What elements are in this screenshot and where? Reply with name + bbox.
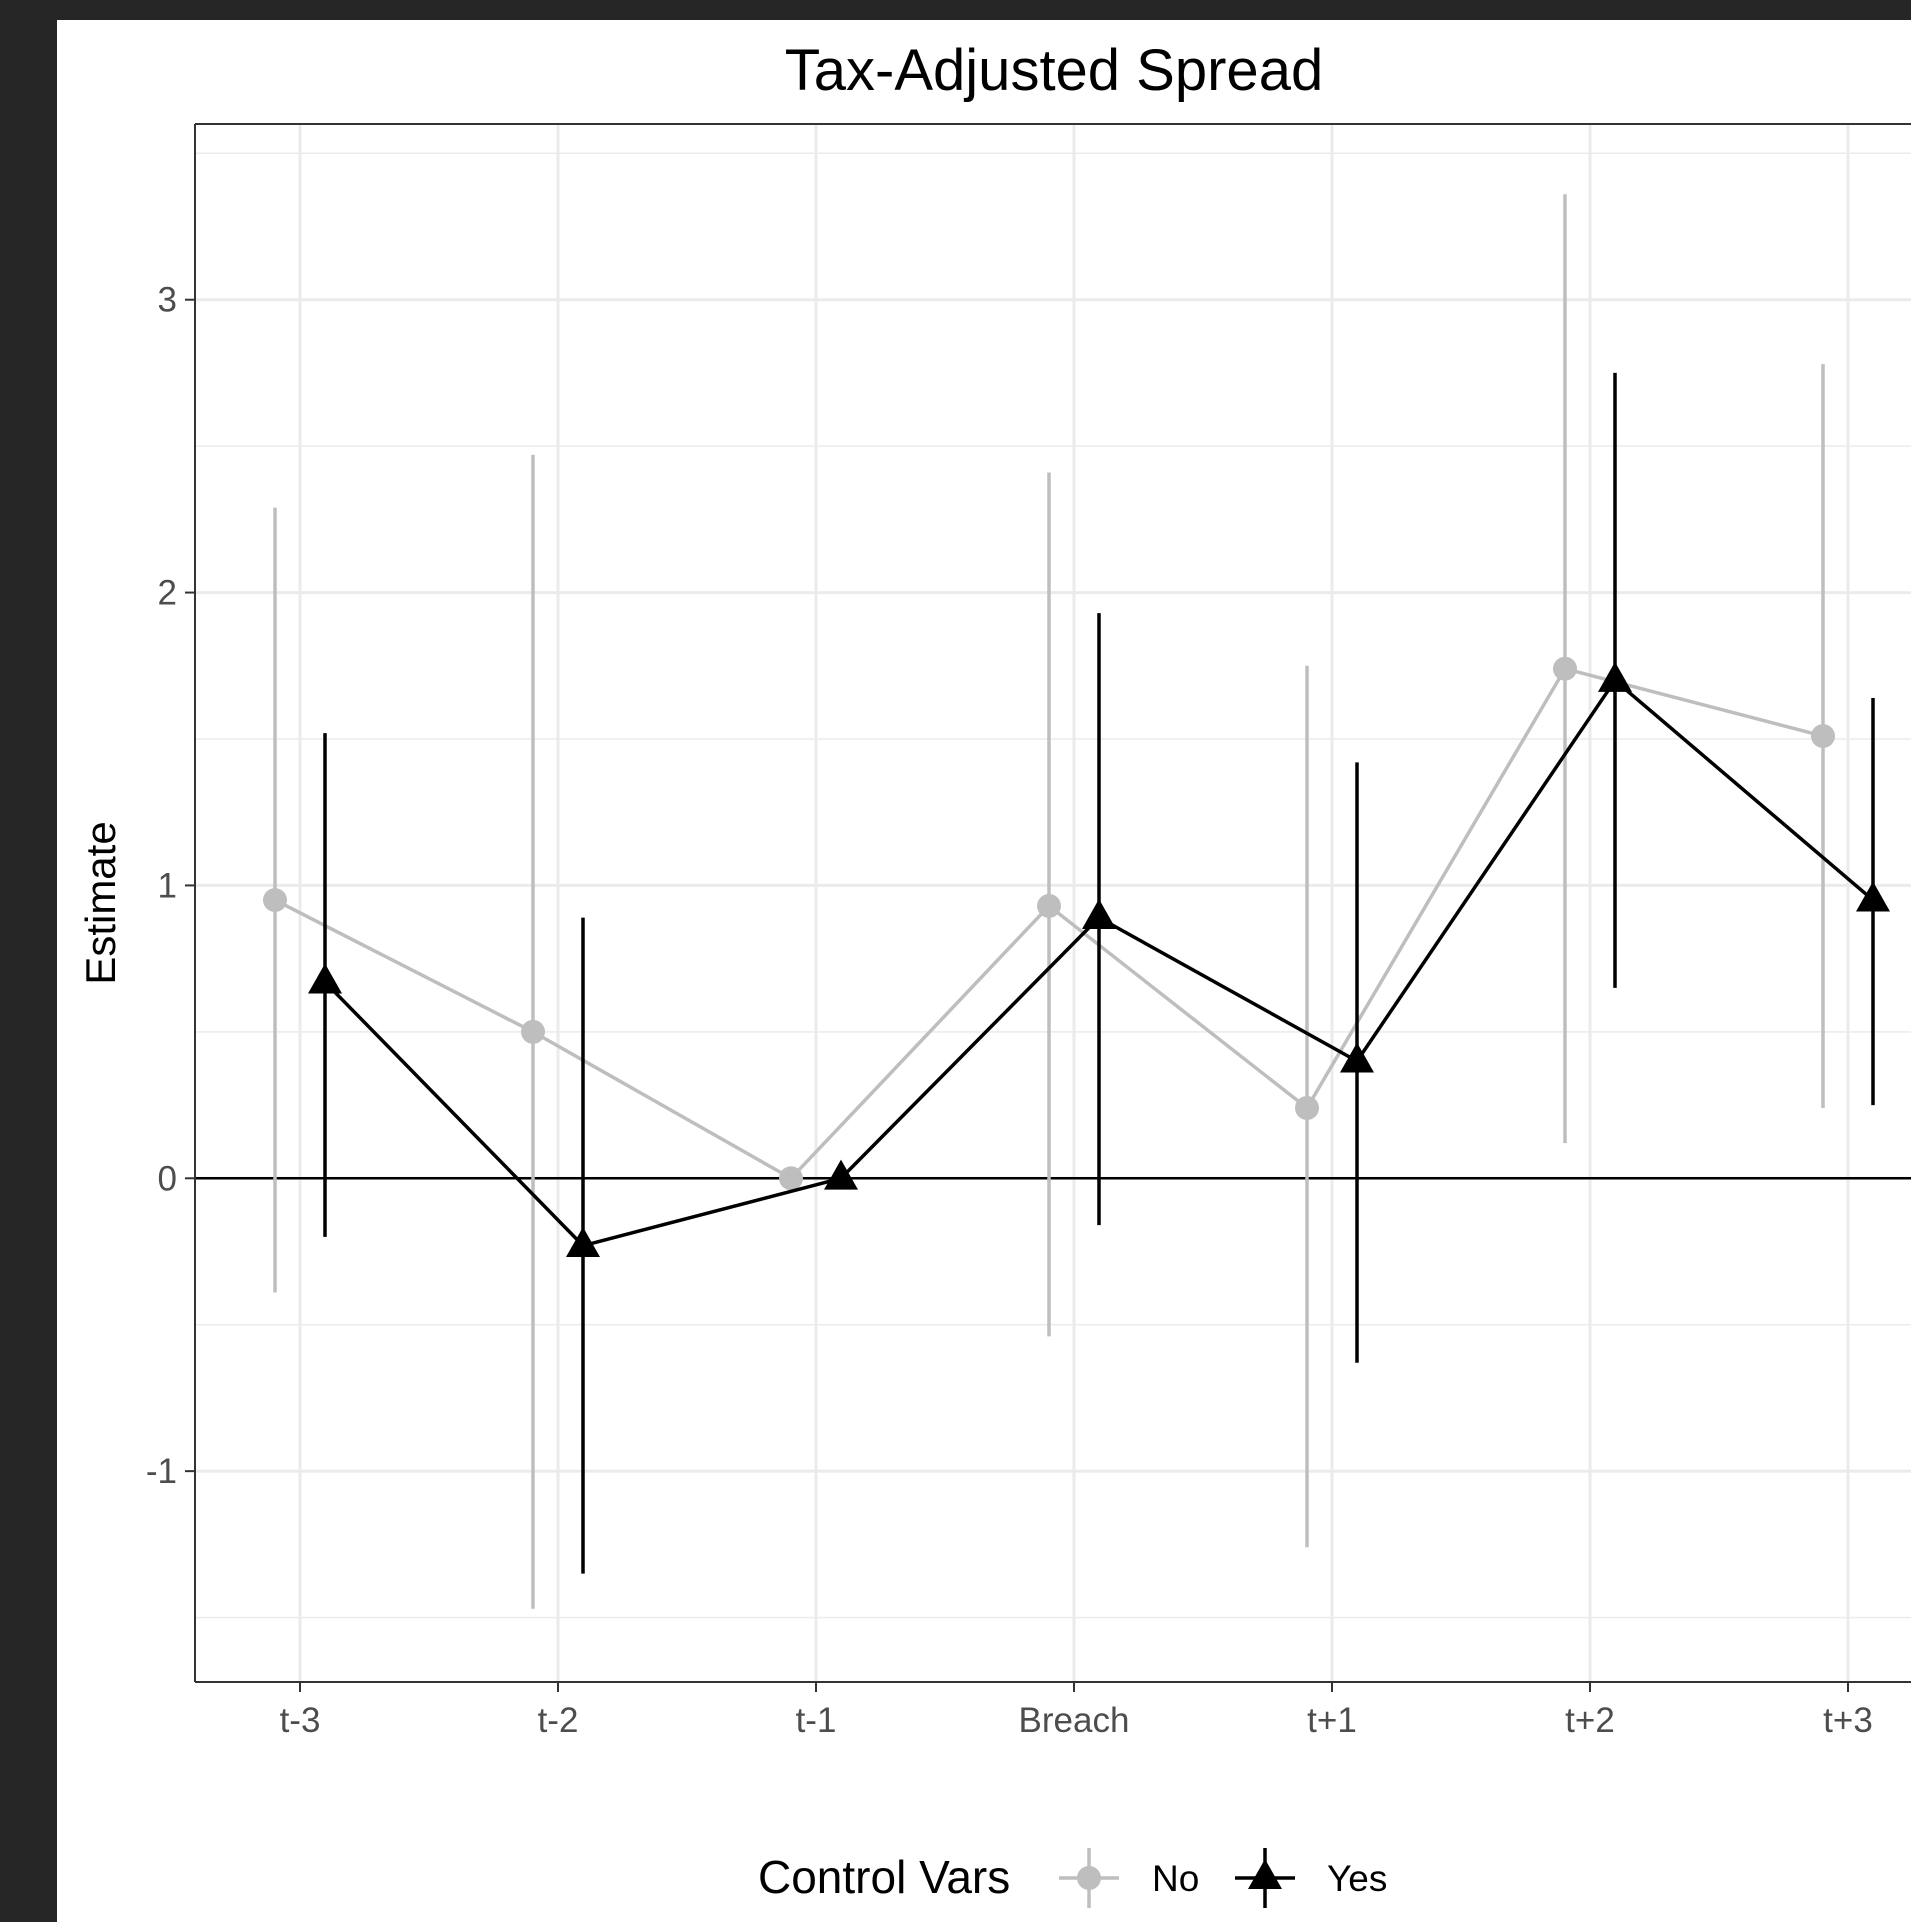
- x-tick-label: t-2: [538, 1701, 579, 1740]
- data-point: [521, 1019, 545, 1044]
- legend-item-yes: Yes: [1235, 1848, 1387, 1908]
- y-tick-label: 3: [158, 281, 177, 320]
- legend-item-no: No: [1059, 1848, 1199, 1908]
- x-tick-label: t+3: [1823, 1701, 1873, 1740]
- x-tick-label: t+1: [1307, 1701, 1357, 1740]
- minor-gridlines: [195, 152, 1911, 1619]
- y-axis-label: Estimate: [77, 821, 124, 984]
- data-point: [1340, 1042, 1374, 1073]
- data-point: [1811, 724, 1835, 749]
- data-point: [1295, 1096, 1319, 1120]
- x-tick-label: t-3: [280, 1701, 321, 1740]
- x-axis: t-3 t-2 t-1 Breach t+1 t+2 t+3: [280, 1682, 1873, 1740]
- legend-key-marker: [1248, 1859, 1282, 1889]
- data-point: [1037, 893, 1061, 918]
- legend-title: Control Vars: [758, 1851, 1010, 1903]
- data-point: [1856, 881, 1890, 912]
- data-point: [308, 963, 342, 994]
- data-point: [779, 1166, 803, 1191]
- data-point: [1598, 661, 1632, 692]
- y-tick-label: 2: [158, 574, 177, 613]
- chart: -1 0 1 2 3 t-3 t-2 t-1 Breach t+1 t+2 t+3 Tax-Adju…: [77, 38, 1911, 1908]
- legend-key-marker: [1077, 1866, 1101, 1890]
- y-axis: -1 0 1 2 3: [146, 281, 195, 1491]
- chart-window: -1 0 1 2 3 t-3 t-2 t-1 Breach t+1 t+2 t+3 Tax-Adju…: [57, 20, 1911, 1922]
- x-tick-label: Breach: [1019, 1701, 1130, 1740]
- chart-title: Tax-Adjusted Spread: [785, 38, 1323, 103]
- data-point: [1082, 899, 1116, 930]
- data-point: [824, 1159, 858, 1190]
- x-tick-label: t-1: [796, 1701, 837, 1740]
- legend: Control Vars No Yes: [758, 1848, 1387, 1908]
- x-tick-label: t+2: [1565, 1701, 1615, 1740]
- data-point: [566, 1227, 600, 1258]
- data-point: [263, 888, 287, 913]
- legend-label: Yes: [1327, 1858, 1387, 1899]
- plot-border: [194, 123, 1911, 1683]
- legend-label: No: [1152, 1858, 1199, 1899]
- series-yes: [308, 372, 1890, 1574]
- y-tick-label: -1: [146, 1452, 177, 1491]
- y-tick-label: 0: [158, 1159, 177, 1198]
- series-no: [263, 194, 1835, 1609]
- y-tick-label: 1: [158, 866, 177, 905]
- series-layer: [263, 194, 1890, 1609]
- data-point: [1553, 656, 1577, 681]
